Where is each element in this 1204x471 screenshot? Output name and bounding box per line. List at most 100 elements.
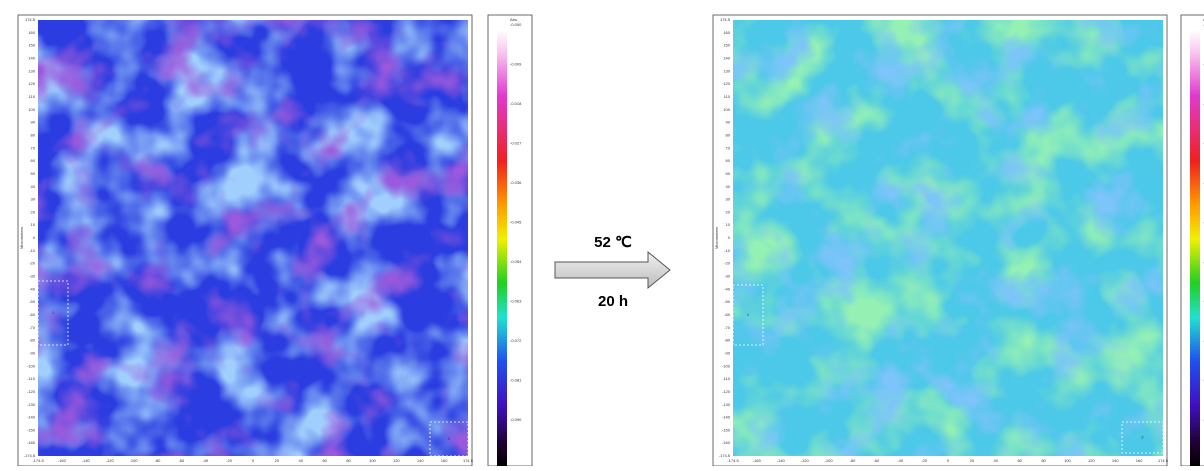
y-tick-label: -174.5 [719,453,731,458]
y-tick-label: -80 [724,338,731,343]
y-tick-label: 80 [726,132,731,137]
colorbar-tick-label: -0.027 [510,141,522,146]
x-tick-label: 100 [1064,458,1071,463]
y-tick-label: -70 [724,325,731,330]
y-tick-label: -30 [29,274,36,279]
x-tick-label: -174.5 [727,458,739,463]
x-tick-label: 60 [322,458,327,463]
x-tick-label: -140 [777,458,786,463]
colorbar-tick-label: -0.018 [510,101,522,106]
y-tick-label: 130 [28,68,35,73]
y-tick-label: 0 [728,235,731,240]
y-tick-label: 100 [28,107,35,112]
x-tick-label: -160 [753,458,762,463]
x-tick-label: -120 [801,458,810,463]
colorbar-frame [487,14,533,467]
x-tick-label: -40 [202,458,209,463]
y-tick-label: 60 [726,158,731,163]
y-tick-label: -150 [27,427,36,432]
x-tick-label: 120 [1088,458,1095,463]
y-tick-label: -10 [724,248,731,253]
region-label: 2 [1141,435,1144,440]
heatmap-texture [733,20,1163,456]
y-tick-label: -40 [29,286,36,291]
x-tick-label: 80 [1041,458,1046,463]
y-tick-label: 90 [31,120,36,125]
colorbar-title: Abs [510,17,517,22]
x-tick-label: 60 [1017,458,1022,463]
y-tick-label: 10 [31,222,36,227]
y-tick-label: 110 [29,94,36,99]
colorbar [1190,30,1200,466]
x-tick-label: 174.5 [463,458,474,463]
x-tick-label: -100 [825,458,834,463]
colorbar-tick-label: -0.081 [510,378,522,383]
x-tick-label: -60 [873,458,880,463]
y-tick-label: -120 [722,389,731,394]
y-tick-label: 140 [723,56,730,61]
heatmap-texture [38,20,468,456]
y-tick-label: 160 [723,30,730,35]
x-tick-label: 174.5 [1158,458,1169,463]
time-label: 20 h [598,293,628,310]
y-tick-label: -90 [724,350,731,355]
y-tick-label: 70 [726,145,731,150]
y-tick-label: 80 [31,132,36,137]
arrow [554,250,671,290]
y-tick-label: -30 [724,274,731,279]
y-tick-label: -120 [27,389,36,394]
y-tick-label: -100 [722,363,731,368]
y-tick-label: 120 [723,81,730,86]
region-box [732,284,764,346]
x-tick-label: -60 [178,458,185,463]
x-tick-label: -100 [130,458,139,463]
y-tick-label: 40 [726,184,731,189]
x-tick-label: -20 [921,458,928,463]
y-tick-label: 150 [723,43,730,48]
y-tick-label: 60 [31,158,36,163]
region-label: 2 [448,436,451,441]
y-tick-label: -80 [29,338,36,343]
y-tick-label: 30 [726,197,731,202]
x-tick-label: 40 [299,458,304,463]
x-tick-label: -160 [58,458,67,463]
y-tick-label: 160 [28,30,35,35]
y-tick-label: 50 [726,171,731,176]
region-box [1121,421,1164,454]
y-tick-label: 70 [31,145,36,150]
y-tick-label: -70 [29,325,36,330]
colorbar-tick-label: -0.036 [510,180,522,185]
region-label: 1 [52,310,55,315]
y-tick-label: 140 [28,56,35,61]
y-tick-label: -130 [722,402,731,407]
x-tick-label: 0 [252,458,255,463]
x-tick-label: -40 [897,458,904,463]
y-tick-label: 130 [723,68,730,73]
y-tick-label: -160 [27,440,36,445]
y-tick-label: -110 [27,376,35,381]
y-tick-label: 20 [31,209,36,214]
colorbar [497,30,507,466]
y-tick-label: 40 [31,184,36,189]
y-tick-label: 50 [31,171,36,176]
y-tick-label: 90 [726,120,731,125]
y-tick-label: -50 [29,299,36,304]
x-tick-label: 160 [1136,458,1143,463]
y-tick-label: 110 [724,94,731,99]
x-tick-label: 140 [1112,458,1119,463]
colorbar-tick-label: -0.063 [510,299,522,304]
x-tick-label: 0 [947,458,950,463]
x-tick-label: -80 [155,458,162,463]
x-tick-label: 100 [369,458,376,463]
x-tick-label: 40 [994,458,999,463]
y-tick-label: -130 [27,402,36,407]
y-tick-label: 30 [31,197,36,202]
y-tick-label: -40 [724,286,731,291]
y-tick-label: -100 [27,363,36,368]
y-tick-label: -10 [29,248,36,253]
y-tick-label: 150 [28,43,35,48]
region-label: 1 [747,312,750,317]
y-tick-label: 10 [726,222,731,227]
y-tick-label: -140 [27,415,36,420]
